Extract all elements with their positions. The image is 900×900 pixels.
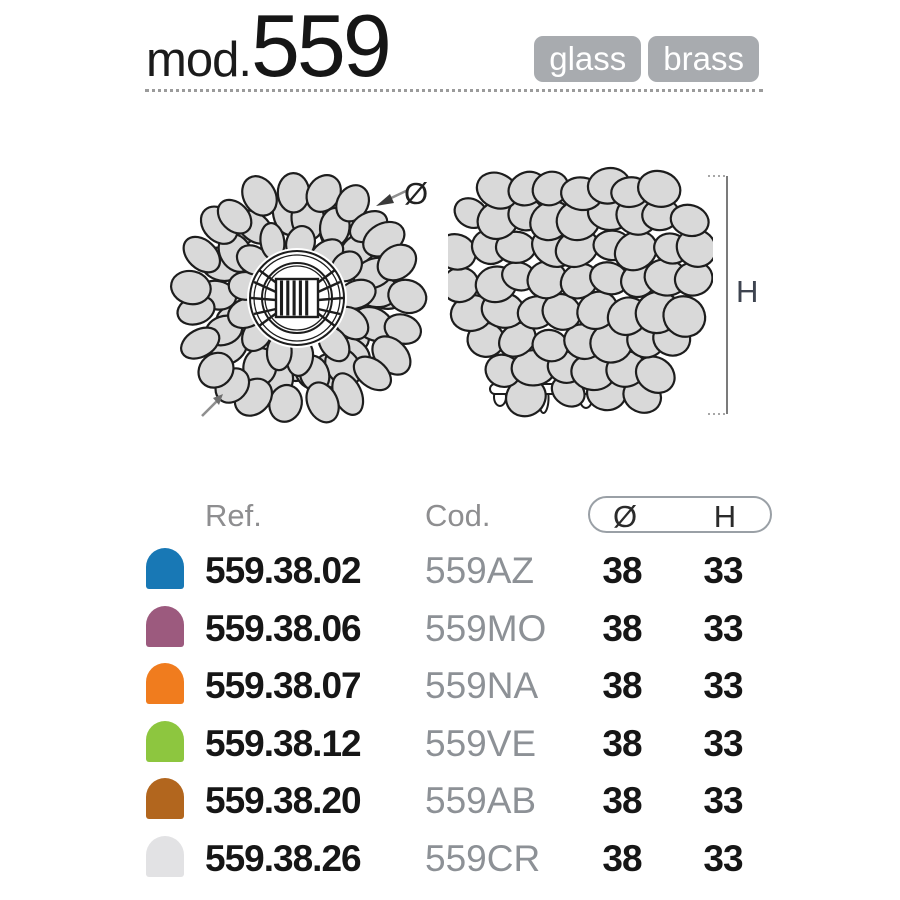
height-value: 33 [703, 607, 743, 649]
table-row: 559.38.26 559CR 38 33 [140, 835, 785, 894]
height-value: 33 [703, 665, 743, 706]
cod-value: 559MO [425, 607, 547, 649]
diameter-value: 38 [602, 665, 642, 706]
ref-value: 559.38.06 [205, 607, 362, 649]
color-swatch-amber [146, 778, 184, 819]
top-view-drawing [170, 172, 428, 424]
side-view-drawing [448, 166, 713, 418]
spec-table: Ref. Cod. Ø H 559.38.02 559AZ 38 33 559.… [140, 496, 785, 893]
table-header: Ref. Cod. Ø H [140, 496, 785, 548]
height-column-header: H [713, 499, 737, 534]
color-swatch-crystal [146, 835, 184, 877]
dimensions-header-pill: Ø H [588, 496, 772, 534]
height-value: 33 [703, 780, 743, 821]
height-value: 33 [703, 550, 743, 591]
table-row: 559.38.07 559NA 38 33 [140, 663, 785, 721]
model-prefix: mod. [146, 33, 252, 87]
cod-value: 559AB [425, 780, 537, 821]
ref-column-header: Ref. [205, 498, 262, 533]
height-dimension-label: H [736, 274, 759, 309]
diameter-value: 38 [602, 780, 642, 821]
cod-value: 559CR [425, 837, 541, 879]
ref-value: 559.38.02 [205, 550, 362, 591]
dotted-separator [145, 89, 763, 92]
ref-value: 559.38.26 [205, 837, 362, 879]
diameter-column-header: Ø [612, 499, 638, 534]
color-swatch-green [146, 720, 184, 762]
diameter-value: 38 [602, 722, 642, 764]
height-value: 33 [703, 722, 743, 764]
cod-value: 559NA [425, 665, 539, 706]
color-swatch-orange [146, 663, 184, 704]
color-swatch-mauve [146, 605, 184, 647]
ref-value: 559.38.07 [205, 665, 362, 706]
diameter-value: 38 [602, 550, 642, 591]
model-number: 559 [250, 0, 392, 95]
page-title: mod. 559 [146, 0, 392, 95]
diameter-dimension-label: Ø [404, 176, 429, 211]
table-body: 559.38.02 559AZ 38 33 559.38.06 559MO 38… [140, 548, 785, 893]
height-dimension-line [708, 175, 728, 415]
diameter-value: 38 [602, 837, 642, 879]
table-row: 559.38.02 559AZ 38 33 [140, 548, 785, 606]
table-row: 559.38.20 559AB 38 33 [140, 778, 785, 836]
material-tags: glass brass [534, 36, 759, 82]
cod-value: 559AZ [425, 550, 535, 591]
tag-glass: glass [534, 36, 642, 82]
table-row: 559.38.12 559VE 38 33 [140, 720, 785, 779]
diameter-value: 38 [602, 607, 642, 649]
height-value: 33 [703, 837, 743, 879]
cod-value: 559VE [425, 722, 537, 764]
color-swatch-azure [146, 548, 184, 589]
tag-brass: brass [648, 36, 759, 82]
ref-value: 559.38.12 [205, 722, 362, 764]
table-row: 559.38.06 559MO 38 33 [140, 605, 785, 664]
cod-column-header: Cod. [425, 498, 491, 533]
ref-value: 559.38.20 [205, 780, 362, 821]
